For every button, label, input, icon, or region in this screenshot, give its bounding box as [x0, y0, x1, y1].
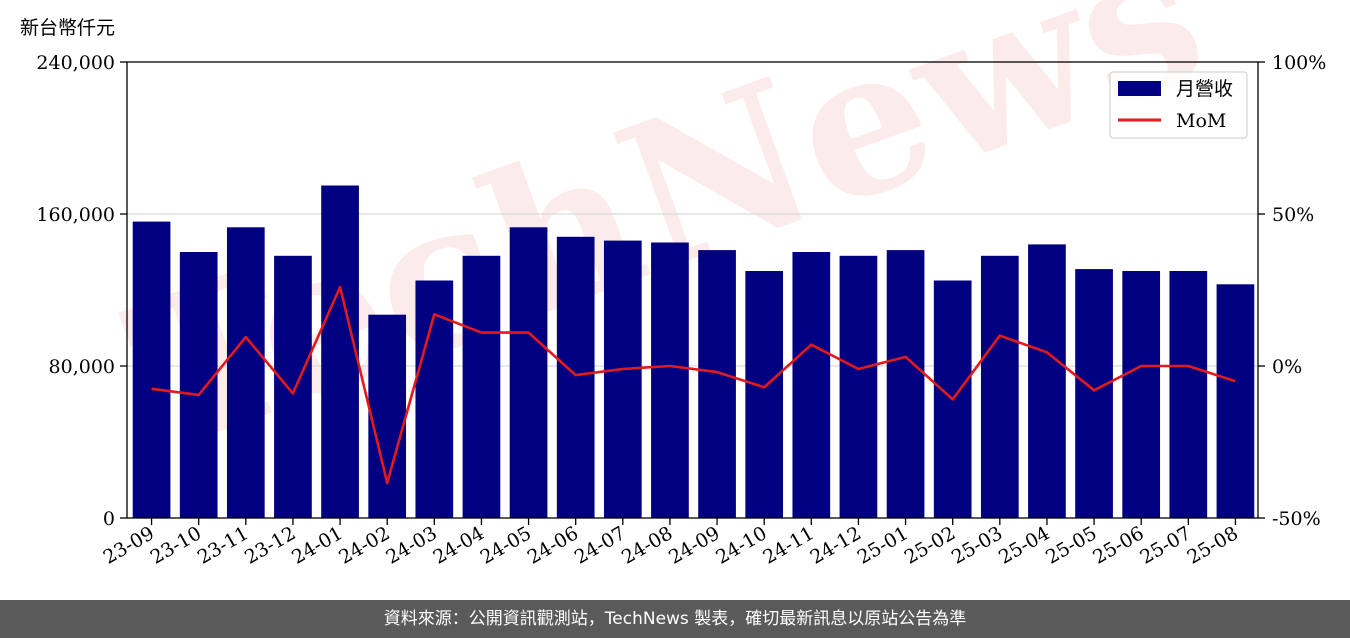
x-tick-label: 25-03: [948, 522, 1006, 568]
bar-23-11: [226, 227, 265, 519]
x-tick-label: 24-11: [759, 522, 817, 568]
x-tick-label: 24-08: [618, 522, 676, 568]
chart-canvas: TechNews 新台幣仟元 080,000160,000240,000-50%…: [20, 0, 1326, 569]
bar-25-04: [1028, 244, 1066, 518]
mom-line: [151, 285, 1236, 485]
x-tick-label: 24-05: [477, 522, 535, 568]
bar-24-02: [368, 314, 407, 518]
bar-25-01: [886, 250, 925, 518]
legend-label-line: MoM: [1176, 110, 1226, 132]
bar-23-10: [179, 252, 218, 518]
y-left-tick-label: 0: [103, 508, 115, 530]
bar-24-07: [603, 240, 642, 518]
x-tick-label: 25-07: [1136, 522, 1194, 568]
y-left-tick-label: 160,000: [36, 204, 115, 226]
x-tick-label: 23-11: [194, 522, 252, 568]
y-left-tick-label: 240,000: [36, 52, 115, 74]
plot-frame: [126, 61, 1259, 519]
x-tick-label: 24-03: [382, 522, 440, 568]
y-left-tick-label: 80,000: [49, 356, 115, 378]
bar-24-04: [462, 255, 501, 519]
bar-25-08: [1216, 284, 1255, 518]
x-tick-label: 25-06: [1089, 522, 1147, 568]
x-tick-label: 24-02: [335, 522, 393, 568]
bar-25-05: [1075, 269, 1113, 518]
x-tick-label: 25-02: [901, 522, 959, 568]
legend-swatch-bar: [1118, 81, 1161, 96]
legend-label-bar: 月營收: [1176, 78, 1233, 100]
x-tick-label: 24-06: [524, 522, 582, 568]
x-tick-label: 25-04: [995, 522, 1053, 568]
x-tick-label: 24-01: [288, 522, 346, 568]
x-tick-label: 24-12: [806, 522, 864, 568]
bar-25-03: [980, 255, 1019, 519]
bar-24-06: [556, 236, 595, 519]
bar-24-12: [839, 255, 878, 519]
y-right-tick-label: 50%: [1272, 204, 1314, 226]
y-right-tick-label: -50%: [1272, 508, 1321, 530]
x-tick-label: 25-05: [1042, 522, 1100, 568]
x-tick-label: 24-10: [712, 522, 770, 568]
bar-24-01: [321, 185, 359, 518]
footer-source-note: 資料來源：公開資訊觀測站，TechNews 製表，確切最新訊息以原站公告為準: [0, 600, 1350, 638]
x-tick-label: 24-04: [429, 522, 487, 568]
x-tick-label: 23-10: [147, 522, 205, 568]
x-tick-label: 24-07: [571, 522, 629, 568]
x-tick-label: 25-08: [1183, 522, 1241, 568]
bar-25-06: [1122, 271, 1161, 518]
bar-23-09: [132, 221, 171, 518]
bar-24-09: [698, 250, 736, 518]
bar-25-07: [1169, 271, 1208, 518]
bar-24-05: [509, 227, 548, 519]
bar-23-12: [274, 255, 312, 519]
bar-24-11: [792, 252, 831, 518]
y-axis-unit-label: 新台幣仟元: [20, 17, 115, 39]
x-tick-label: 25-01: [854, 522, 912, 568]
bar-24-10: [745, 271, 784, 518]
y-right-tick-label: 100%: [1272, 52, 1326, 74]
y-right-tick-label: 0%: [1272, 356, 1302, 378]
bar-24-08: [651, 242, 689, 518]
x-tick-label: 23-12: [241, 522, 299, 568]
x-tick-label: 24-09: [665, 522, 723, 568]
